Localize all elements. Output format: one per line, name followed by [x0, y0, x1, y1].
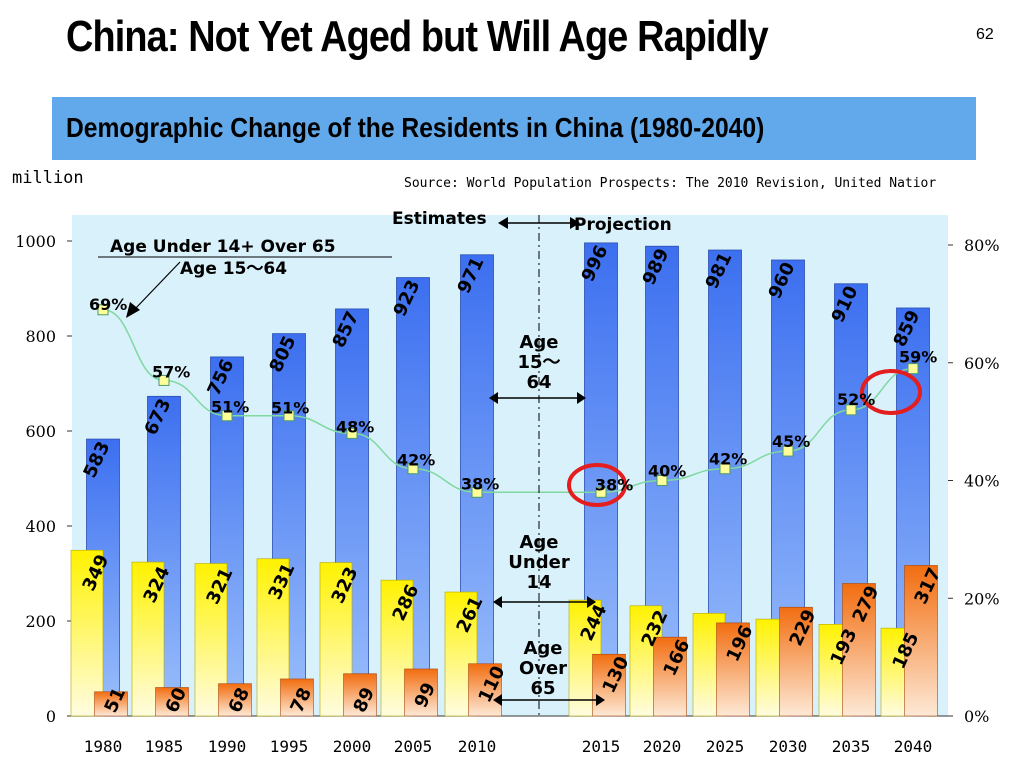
slide-number: 62 — [976, 26, 994, 43]
y-left-tick-label: 400 — [25, 517, 56, 536]
working-age-arrow-head-left — [489, 392, 498, 404]
y-left-tick-label: 800 — [25, 327, 56, 346]
bar-over-65 — [280, 678, 314, 717]
ratio-point — [595, 486, 607, 498]
ratio-point — [656, 475, 668, 486]
ratio-point — [907, 363, 919, 375]
ratio-label: 69% — [89, 295, 127, 314]
bar-over-65 — [343, 673, 377, 717]
under-14-group-label: Under — [508, 552, 570, 573]
chart-subtitle: Demographic Change of the Residents in C… — [66, 112, 765, 143]
y-right-tick-label: 0% — [964, 707, 989, 726]
y-left-tick-label: 1000 — [15, 232, 56, 251]
bar-under-14 — [70, 549, 104, 717]
y-right-tick-label: 60% — [964, 354, 1000, 373]
working-age-label: Age — [519, 332, 558, 353]
x-tick-label: 1995 — [270, 737, 309, 756]
legend-line-2: Age 15～64 — [180, 259, 287, 279]
page-title: China: Not Yet Aged but Will Age Rapidly — [66, 12, 769, 61]
ratio-point — [221, 410, 233, 422]
working-age-arrow-head-right — [577, 392, 586, 404]
ratio-point — [407, 463, 419, 475]
bar-over-65 — [218, 683, 252, 717]
x-tick-label: 2030 — [769, 737, 808, 756]
bar-over-65 — [904, 565, 938, 717]
bar-over-65 — [155, 687, 189, 717]
x-tick-label: 2000 — [333, 737, 372, 756]
y-right-tick-label: 20% — [964, 589, 1000, 608]
under-14-arrow-head-left — [493, 596, 502, 608]
under-14-arrow-head-right — [587, 596, 596, 608]
ratio-point — [97, 304, 109, 316]
highlight-circle-2015 — [567, 463, 627, 507]
highlight-circle-2040 — [860, 369, 922, 415]
x-tick-label: 2035 — [832, 737, 871, 756]
ratio-point — [719, 463, 731, 475]
subtitle-banner — [52, 97, 976, 160]
x-tick-label: 1985 — [145, 737, 184, 756]
over-65-arrow-head-left — [493, 694, 502, 706]
ratio-label: 40% — [648, 462, 686, 481]
ratio-label: 51% — [211, 398, 249, 417]
x-tick-label: 2020 — [643, 737, 682, 756]
under-14-group-label: Age — [519, 532, 558, 553]
bar-over-65 — [94, 691, 128, 717]
ratio-label: 45% — [772, 432, 810, 451]
ratio-label: 42% — [397, 451, 435, 470]
bar-over-65 — [468, 663, 502, 717]
y-left-tick-label: 600 — [25, 422, 56, 441]
ratio-label: 52% — [837, 390, 875, 409]
over-65-group-label: Age — [523, 638, 562, 659]
x-tick-label: 2040 — [894, 737, 933, 756]
x-tick-label: 2025 — [706, 737, 745, 756]
working-age-label: 64 — [526, 372, 551, 393]
estimates-label: Estimates — [392, 209, 487, 229]
ratio-label: 38% — [461, 474, 499, 493]
y-right-tick-label: 40% — [964, 472, 1000, 491]
projection-label: Projection — [574, 215, 672, 235]
bar-over-65 — [716, 622, 750, 717]
legend-pointer-head — [126, 302, 140, 318]
over-65-group-label: 65 — [530, 678, 555, 699]
working-age-label: 15～ — [517, 352, 560, 373]
source-note: Source: World Population Prospects: The … — [404, 176, 937, 191]
under-14-group-label: 14 — [526, 572, 551, 593]
ratio-point — [283, 410, 295, 422]
bar-over-65 — [779, 606, 813, 717]
ratio-label: 59% — [899, 348, 937, 367]
legend-pointer — [133, 261, 181, 311]
legend-line-1: Age Under 14+ Over 65 — [110, 237, 336, 257]
ratio-point — [471, 486, 483, 498]
over-65-group-label: Over — [519, 658, 567, 679]
ratio-point — [158, 374, 170, 386]
unit-label: million — [12, 168, 84, 188]
y-left-tick-label: 200 — [25, 612, 56, 631]
ratio-label: 48% — [336, 417, 374, 436]
x-tick-label: 1980 — [84, 737, 123, 756]
y-left-tick-label: 0 — [46, 707, 56, 726]
x-tick-label: 2005 — [394, 737, 433, 756]
over-65-arrow-head-right — [596, 694, 605, 706]
arrow-head-right — [570, 217, 580, 229]
bar-over-65 — [842, 583, 876, 717]
bar-over-65 — [404, 668, 438, 717]
ratio-point — [845, 404, 857, 416]
y-right-tick-label: 80% — [964, 236, 1000, 255]
ratio-point — [782, 445, 794, 457]
x-tick-label: 2010 — [458, 737, 497, 756]
ratio-label: 57% — [152, 362, 190, 381]
x-tick-label: 1990 — [208, 737, 247, 756]
bar-over-65 — [653, 636, 687, 717]
arrow-head-left — [498, 217, 508, 229]
ratio-point — [346, 427, 358, 439]
ratio-label: 42% — [709, 450, 747, 469]
bar-over-65 — [592, 653, 626, 717]
x-tick-label: 2015 — [582, 737, 621, 756]
ratio-label: 38% — [595, 475, 633, 494]
ratio-label: 51% — [271, 399, 309, 418]
